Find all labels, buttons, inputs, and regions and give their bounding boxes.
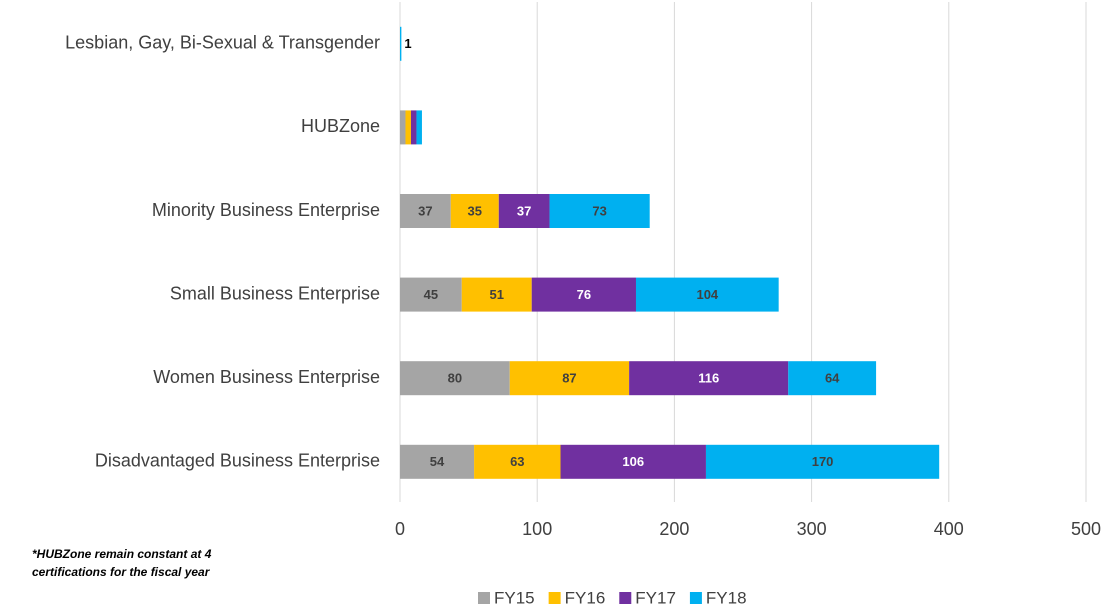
- bar-segment: [450, 194, 499, 228]
- bar-segment: [400, 26, 402, 61]
- y-tick-label: Small Business Enterprise: [170, 283, 380, 303]
- x-tick-label: 200: [659, 519, 689, 539]
- y-tick-label: Lesbian, Gay, Bi-Sexual & Transgender: [65, 33, 380, 53]
- legend-swatch: [478, 592, 490, 604]
- bar-segment: [416, 110, 422, 145]
- bar-segment: [400, 110, 406, 145]
- data-label: 54: [430, 454, 445, 469]
- bar-segment: [498, 194, 550, 228]
- bar-segment: [400, 277, 462, 312]
- y-tick-label: Women Business Enterprise: [153, 367, 380, 387]
- data-label: 1: [404, 36, 411, 51]
- y-tick-label: HUBZone: [301, 116, 380, 136]
- bar-segment: [461, 277, 532, 312]
- data-label: 64: [825, 371, 840, 386]
- legend-swatch: [619, 592, 632, 604]
- x-tick-label: 400: [934, 519, 964, 539]
- legend-label: FY15: [494, 588, 535, 607]
- note-line: *HUBZone remain constant at 4: [32, 547, 212, 561]
- data-label: 87: [562, 371, 576, 386]
- y-tick-label: Minority Business Enterprise: [152, 200, 380, 220]
- legend-swatch: [548, 592, 561, 604]
- data-label: 80: [448, 371, 462, 386]
- x-tick-label: 0: [395, 519, 405, 539]
- data-label: 37: [418, 203, 432, 218]
- bar-segment: [705, 444, 940, 479]
- x-tick-label: 100: [522, 519, 552, 539]
- x-tick-label: 300: [797, 519, 827, 539]
- bar-segment: [549, 194, 650, 228]
- data-label: 106: [622, 454, 644, 469]
- legend-label: FY17: [635, 588, 676, 607]
- data-label: 76: [577, 287, 591, 302]
- data-label: 104: [696, 287, 718, 302]
- legend-label: FY18: [706, 588, 747, 607]
- y-tick-label: Disadvantaged Business Enterprise: [95, 451, 380, 471]
- data-label: 116: [698, 371, 719, 386]
- bar-segment: [400, 361, 510, 396]
- data-label: 170: [812, 454, 834, 469]
- bar-segment: [400, 444, 475, 479]
- bar-segment: [400, 194, 451, 228]
- x-tick-label: 500: [1071, 519, 1101, 539]
- data-label: 51: [489, 287, 503, 302]
- data-label: 37: [517, 203, 531, 218]
- data-label: 35: [468, 203, 482, 218]
- bar-segment: [531, 277, 636, 312]
- legend-swatch: [689, 592, 702, 604]
- data-label: 45: [424, 287, 438, 302]
- bar-segment: [560, 444, 706, 479]
- bar-segment: [474, 444, 561, 479]
- bar-segment: [405, 110, 411, 145]
- data-label: 63: [510, 454, 524, 469]
- data-label: 73: [592, 203, 606, 218]
- bar-segment: [788, 361, 877, 396]
- bar-segment: [635, 277, 779, 312]
- bar-segment: [410, 110, 417, 145]
- legend-label: FY16: [565, 588, 606, 607]
- bar-segment: [629, 361, 789, 396]
- note-line: certifications for the fiscal year: [32, 565, 211, 579]
- bar-segment: [509, 361, 630, 396]
